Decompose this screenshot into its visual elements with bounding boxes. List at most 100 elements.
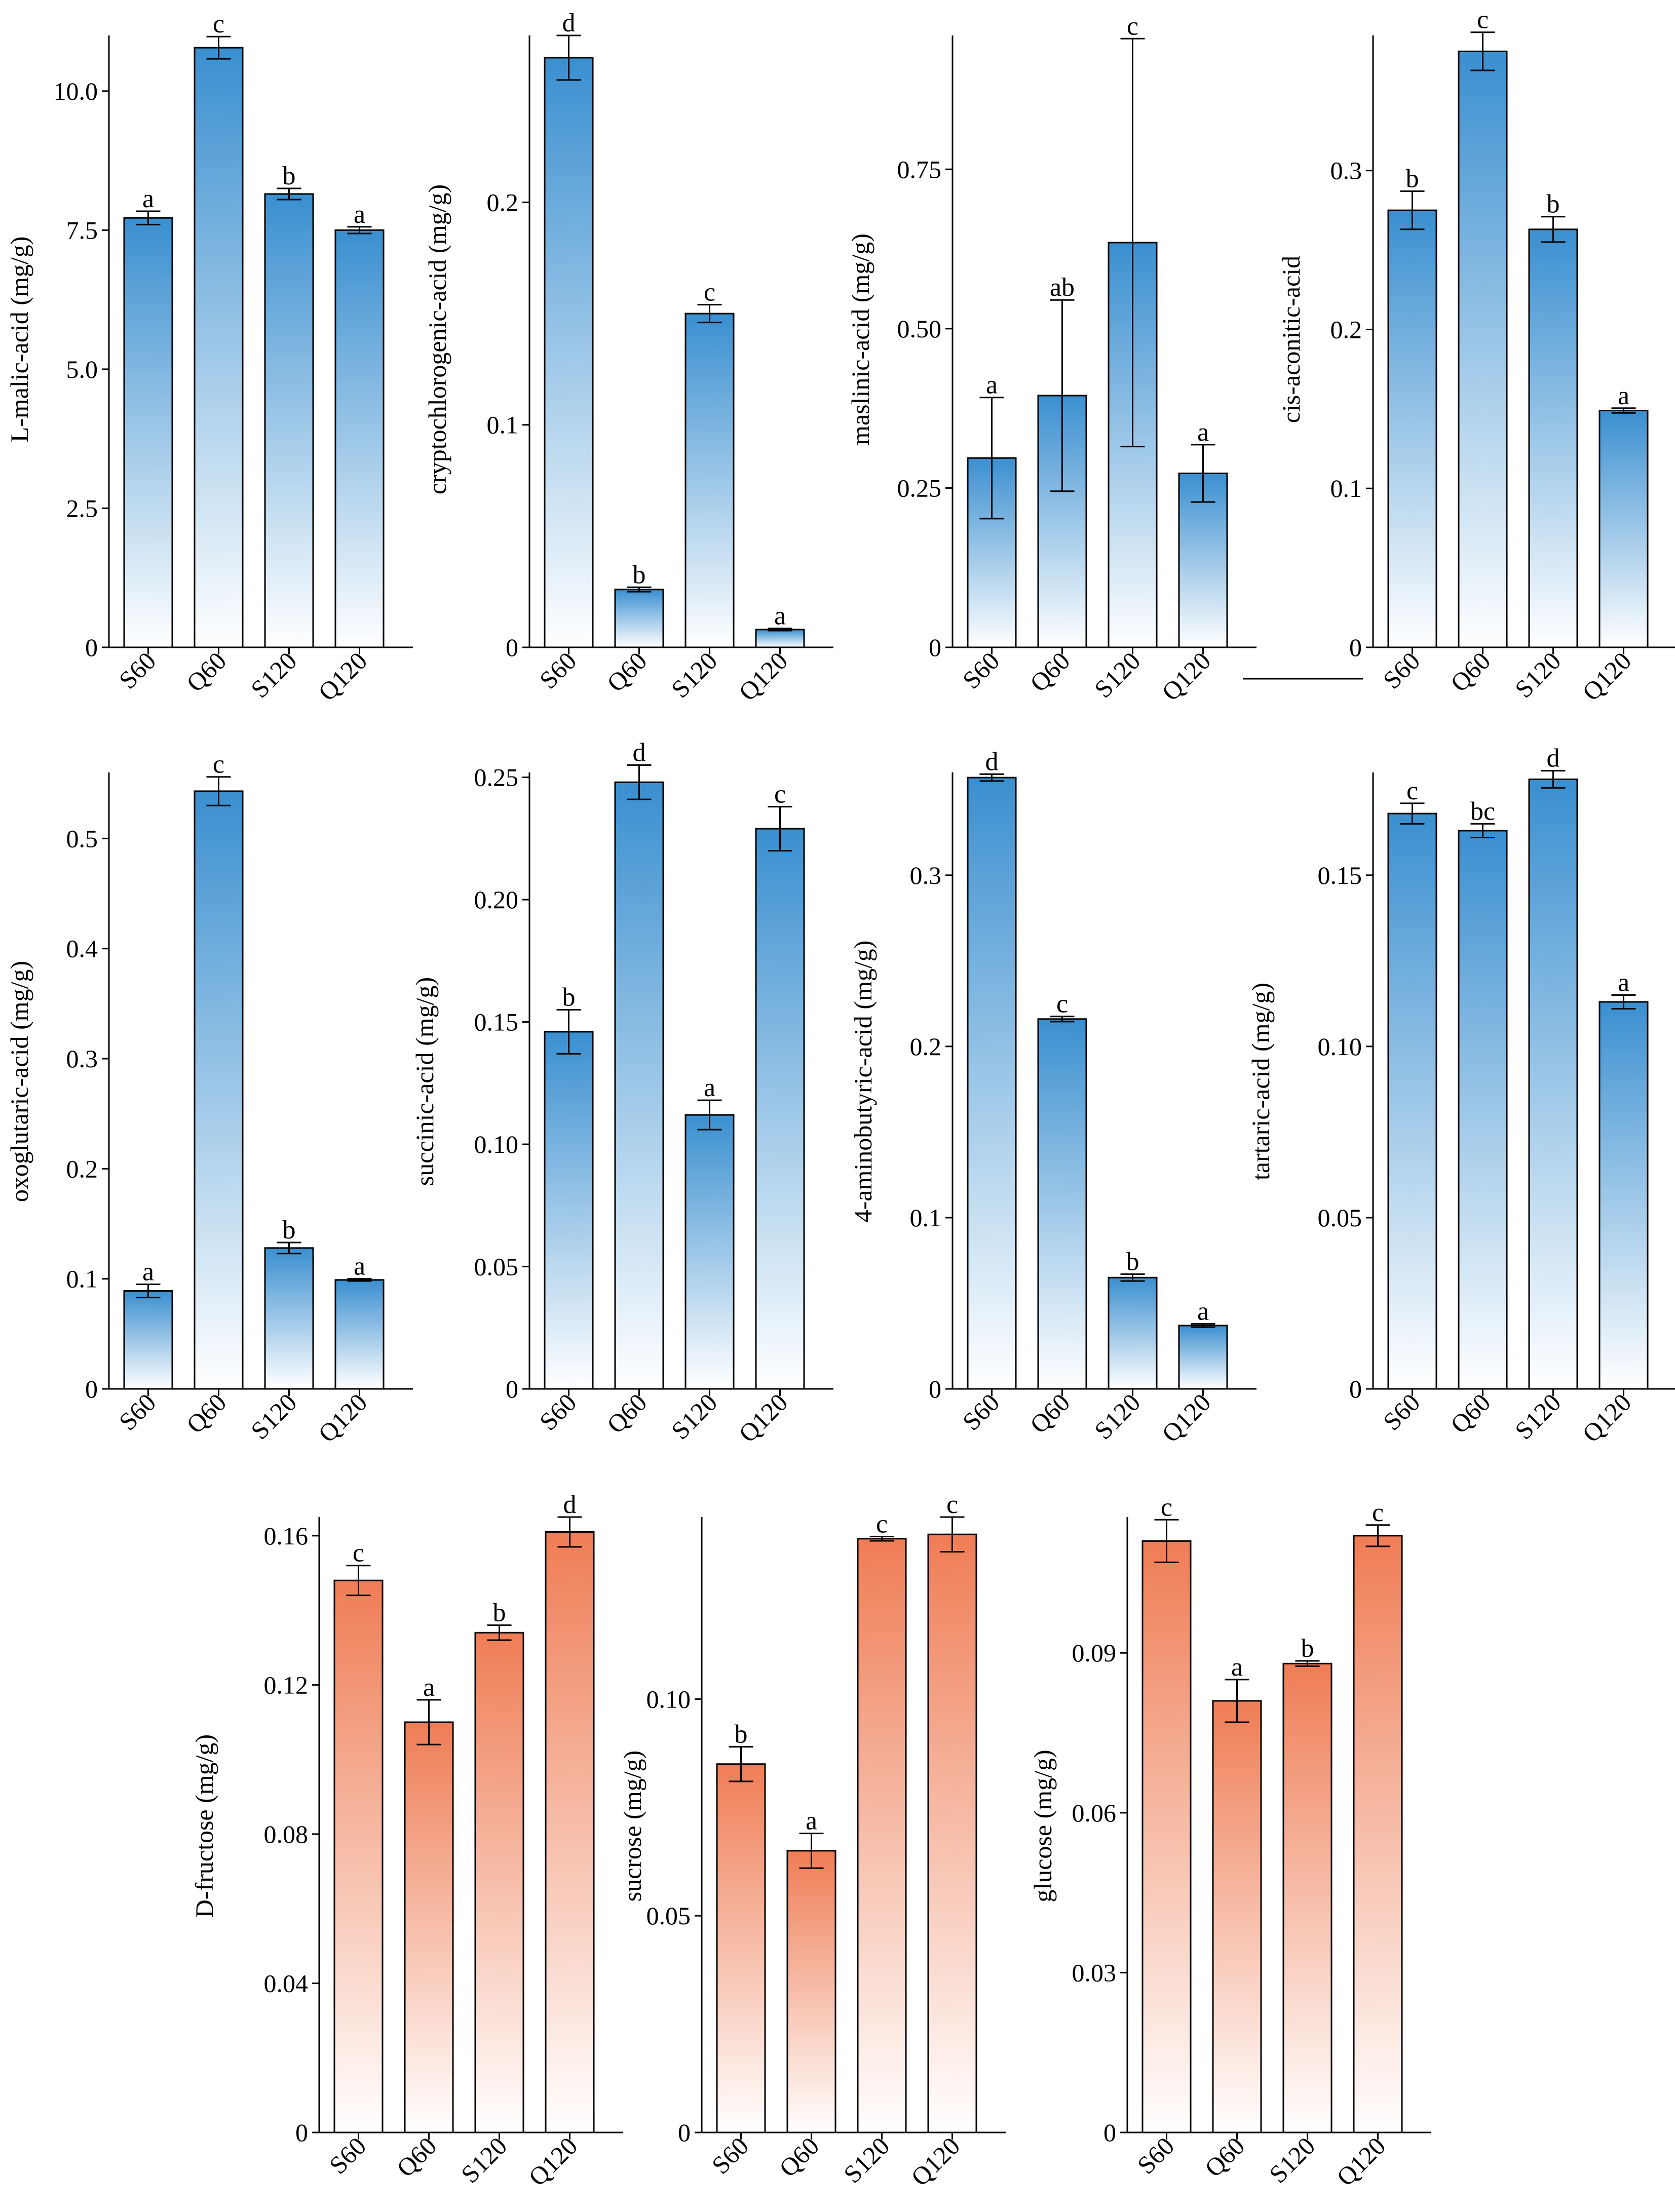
bar-Q120: [1598, 1001, 1649, 1390]
error-bar: [1541, 216, 1566, 243]
y-tick-label: 0: [1349, 1375, 1362, 1403]
bar-Q120: [1178, 1325, 1228, 1390]
error-bar: [1365, 1524, 1390, 1547]
significance-label: a: [986, 371, 998, 400]
y-tick-label: 0.10: [1318, 1032, 1362, 1061]
error-bar: [1120, 1273, 1145, 1282]
x-tick-label: Q120: [313, 646, 372, 706]
chart-panel-10: 0 0.05 0.10 sucrose (mg/g) b S60 a Q60 c S120 c Q12…: [618, 1490, 1006, 2191]
bar-S60: [123, 1290, 173, 1390]
y-tick-label: 0.05: [474, 1253, 519, 1281]
y-axis-label: cryptochlorogenic-acid (mg/g): [423, 184, 451, 494]
y-tick-label: 0.1: [1330, 474, 1362, 502]
x-tick-label: S60: [1378, 1388, 1426, 1436]
y-tick-label: 0.4: [66, 935, 98, 963]
chart-panel-5: 0 0.1 0.2 0.3 0.4 0.5 oxoglutaric-acid (mg/g) a…: [5, 750, 413, 1448]
significance-label: c: [213, 750, 224, 779]
error-bar: [1191, 444, 1215, 503]
bar-Q60: [1458, 830, 1508, 1390]
x-tick-label: Q60: [181, 1388, 232, 1439]
x-tick-label: Q120: [733, 1388, 793, 1448]
bar-Q120: [1353, 1535, 1403, 2133]
significance-label: c: [1372, 1498, 1384, 1527]
bar-S120: [1528, 228, 1578, 648]
error-bar: [557, 1516, 582, 1548]
error-bar: [1191, 1323, 1215, 1328]
y-tick-label: 0.03: [1072, 1958, 1117, 1987]
chart-panel-9: 0 0.04 0.08 0.12 0.16 D-fructose (mg/g) c S60 a Q…: [190, 1490, 623, 2191]
significance-label: c: [946, 1490, 958, 1519]
y-tick-label: 0.2: [910, 1032, 942, 1061]
x-tick-label: Q60: [774, 2131, 824, 2182]
chart-panel-2: 0 0.1 0.2 cryptochlorogenic-acid (mg/g) d S60…: [423, 9, 833, 706]
y-tick-label: 0: [506, 1375, 518, 1403]
chart-panel-6: 0 0.05 0.10 0.15 0.20 0.25 succinic-acid (mg/g…: [410, 739, 833, 1448]
bar-Q120: [1598, 409, 1649, 648]
error-bar: [627, 586, 652, 593]
bar-S60: [1387, 812, 1437, 1390]
y-axis-label: succinic-acid (mg/g): [410, 977, 439, 1186]
y-tick-label: 0: [929, 1375, 941, 1403]
y-axis-label: maslinic-acid (mg/g): [846, 234, 874, 445]
error-bar: [979, 773, 1004, 782]
y-tick-label: 0.08: [264, 1820, 309, 1848]
error-bar: [1611, 994, 1636, 1010]
error-bar: [697, 304, 722, 324]
significance-label: c: [1056, 990, 1068, 1019]
significance-label: a: [354, 1252, 365, 1281]
x-tick-label: S120: [1089, 1388, 1146, 1445]
x-tick-label: S120: [245, 646, 302, 703]
x-tick-label: S60: [113, 646, 162, 694]
y-tick-label: 0.10: [646, 1685, 691, 1713]
significance-label: d: [563, 1490, 577, 1519]
error-bar: [1400, 802, 1425, 825]
error-bar: [697, 1099, 722, 1131]
significance-label: a: [354, 200, 365, 229]
x-tick-label: Q60: [181, 646, 232, 697]
error-bar: [1120, 37, 1145, 448]
y-tick-label: 0: [85, 633, 98, 662]
chart-panel-7: 0 0.1 0.2 0.3 4-aminobutyric-acid (mg/g) d S60…: [849, 747, 1257, 1448]
significance-label: a: [774, 602, 786, 631]
y-tick-label: 0.3: [1330, 157, 1362, 185]
x-tick-label: S60: [706, 2131, 754, 2180]
y-tick-label: 0.15: [1318, 861, 1362, 889]
error-bar: [136, 210, 161, 225]
y-tick-label: 0: [85, 1375, 98, 1403]
significance-label: c: [1161, 1493, 1172, 1522]
bar-Q60: [194, 47, 244, 648]
error-bar: [1050, 299, 1075, 492]
y-tick-label: 0.1: [66, 1265, 98, 1293]
x-tick-label: S60: [534, 1388, 582, 1436]
error-bar: [416, 1699, 441, 1745]
error-bar: [799, 1833, 824, 1869]
y-tick-label: 0.2: [487, 188, 519, 216]
significance-label: a: [423, 1673, 435, 1702]
significance-label: b: [1547, 190, 1560, 219]
y-tick-label: 0.5: [66, 824, 98, 852]
error-bar: [1400, 190, 1425, 230]
significance-label: d: [562, 9, 576, 37]
error-bar: [1154, 1519, 1179, 1563]
error-bar: [487, 1624, 512, 1641]
y-tick-label: 0.05: [646, 1901, 691, 1930]
error-bar: [206, 35, 231, 60]
x-tick-label: S60: [534, 646, 582, 694]
y-tick-label: 0.10: [474, 1130, 519, 1158]
significance-label: d: [1547, 744, 1560, 773]
y-axis-label: cis-aconitic-acid: [1277, 256, 1305, 423]
x-tick-label: Q120: [1577, 646, 1636, 706]
y-tick-label: 0: [929, 633, 941, 662]
chart-panel-8: 0 0.05 0.10 0.15 tartaric-acid (mg/g) c S60 bc Q…: [1246, 744, 1675, 1448]
significance-label: a: [1197, 418, 1209, 447]
bar-S60: [333, 1579, 384, 2133]
y-tick-label: 0.25: [897, 474, 942, 502]
y-tick-label: 0.20: [474, 885, 519, 914]
x-tick-label: Q120: [313, 1388, 372, 1448]
bar-Q60: [194, 790, 244, 1390]
x-tick-label: Q120: [905, 2131, 965, 2191]
x-tick-label: Q120: [733, 646, 793, 706]
error-bar: [1295, 1660, 1320, 1667]
x-tick-label: S60: [324, 2131, 372, 2180]
x-tick-label: S120: [666, 646, 722, 703]
